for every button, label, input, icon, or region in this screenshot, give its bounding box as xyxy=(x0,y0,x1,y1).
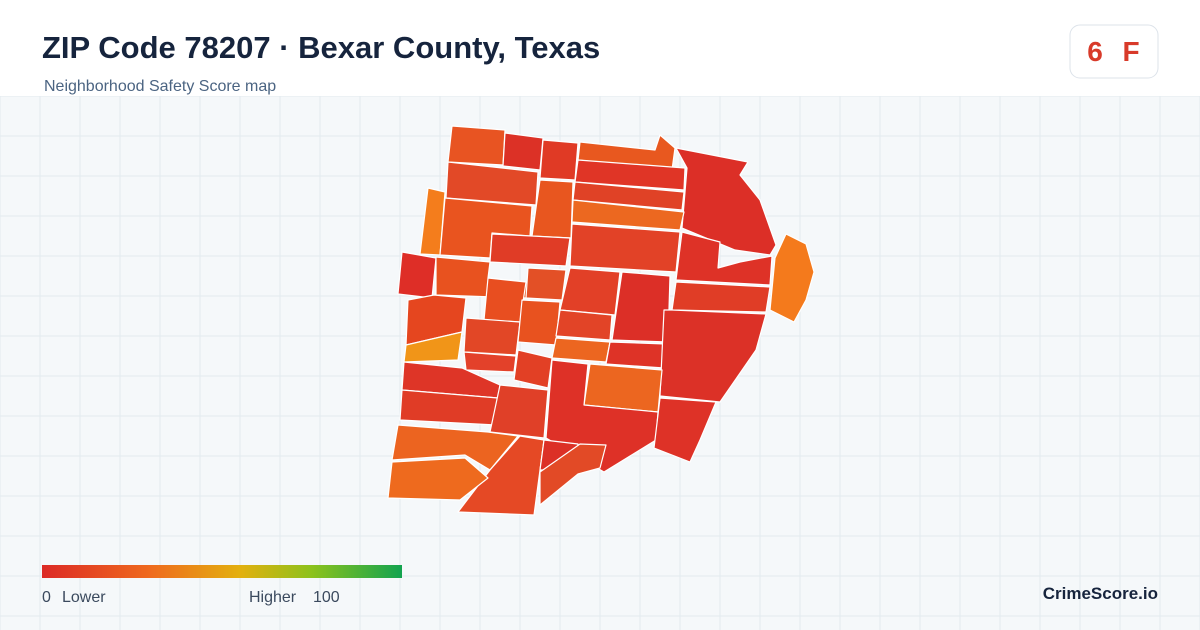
tract xyxy=(769,233,815,323)
tract xyxy=(483,277,527,323)
score-grade: F xyxy=(1122,36,1139,67)
tract xyxy=(403,331,463,363)
subtitle: Neighborhood Safety Score map xyxy=(44,78,276,95)
tract xyxy=(611,271,671,343)
tract xyxy=(671,281,771,313)
tract xyxy=(574,159,686,191)
tract xyxy=(659,309,767,403)
tract xyxy=(489,384,549,439)
tract xyxy=(569,223,681,273)
tract xyxy=(571,199,685,231)
tract xyxy=(447,125,506,166)
tract xyxy=(463,317,521,356)
tract xyxy=(457,435,545,516)
score-value: 6 xyxy=(1087,36,1103,67)
tract xyxy=(675,147,777,256)
tract xyxy=(653,397,717,463)
tract xyxy=(517,299,561,346)
tract xyxy=(502,132,544,171)
tract xyxy=(397,251,437,299)
legend-max-label: Higher xyxy=(249,589,297,606)
legend-scale xyxy=(42,565,402,578)
tract xyxy=(463,351,517,373)
tract xyxy=(583,363,663,413)
tract xyxy=(555,309,613,341)
tract xyxy=(605,341,667,369)
brand: CrimeScore.io xyxy=(1043,584,1158,603)
header-band xyxy=(0,0,1200,96)
tract xyxy=(559,267,621,316)
legend-min-label: Lower xyxy=(62,589,106,606)
tract xyxy=(675,231,773,286)
tract xyxy=(572,181,685,211)
score-badge xyxy=(1069,24,1159,79)
tract xyxy=(387,457,489,501)
legend-min: 0 xyxy=(42,589,51,606)
grid xyxy=(0,95,1200,630)
tract xyxy=(439,197,533,259)
tract xyxy=(539,139,579,181)
tract xyxy=(539,443,607,506)
zip-map xyxy=(387,125,815,516)
title: ZIP Code 78207 · Bexar County, Texas xyxy=(42,30,600,65)
tract xyxy=(489,233,571,267)
tract xyxy=(513,349,553,389)
legend-max: 100 xyxy=(313,589,340,606)
tract xyxy=(525,267,567,301)
tract xyxy=(551,337,611,363)
